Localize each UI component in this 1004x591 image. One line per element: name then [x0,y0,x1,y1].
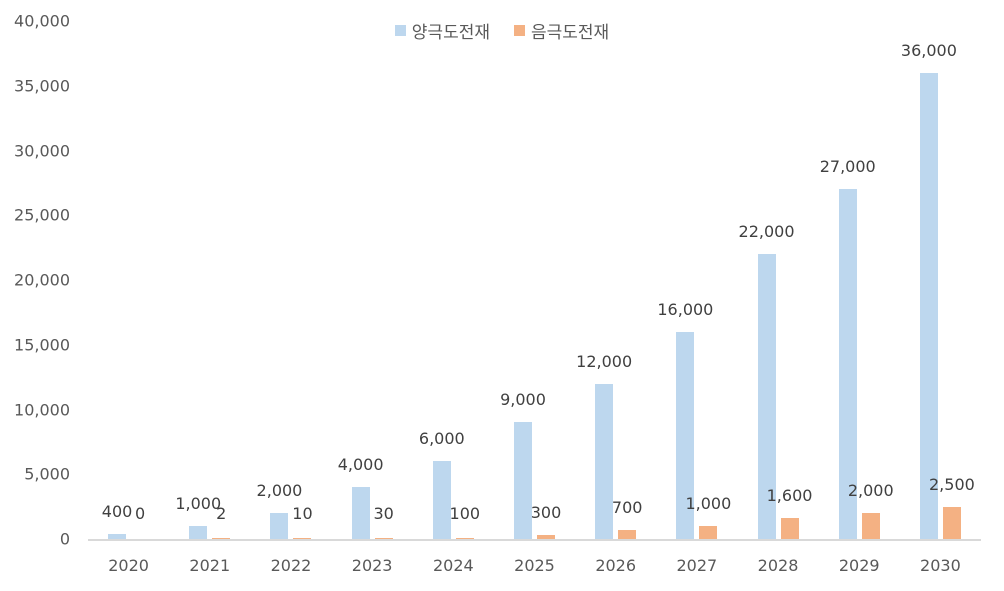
x-tick-label: 2028 [757,556,799,575]
bar-anode [374,538,393,539]
data-label-anode: 300 [530,503,562,523]
data-label-cathode: 9,000 [500,390,546,410]
data-label-anode: 2,000 [847,481,894,501]
legend-item-anode: 음극도전재 [514,18,609,43]
bar-cathode [595,383,614,539]
data-label-cathode: 400 [101,501,133,521]
data-label-anode: 700 [611,497,643,517]
bar-cathode [838,189,857,539]
data-label-cathode: 2,000 [256,481,303,501]
y-tick-label: 15,000 [14,335,70,355]
x-tick-label: 2023 [351,556,393,575]
data-label-anode: 1,600 [766,486,813,506]
x-tick-label: 2030 [920,556,961,575]
y-tick-label: 10,000 [14,400,70,419]
data-label-cathode: 12,000 [576,351,633,371]
y-tick-label: 5,000 [24,464,70,484]
x-tick-label: 2026 [595,556,637,575]
legend-label-anode: 음극도전재 [531,23,610,43]
data-label-anode: 10 [292,504,313,523]
data-label-cathode: 36,000 [900,40,957,60]
bar-cathode [514,422,532,539]
chart-legend: 양극도전재 음극도전재 [0,18,1004,43]
bar-anode [455,537,474,539]
legend-swatch-cathode [394,25,406,36]
data-label-cathode: 6,000 [418,429,465,449]
legend-swatch-anode [514,25,525,36]
x-tick-label: 2022 [270,556,312,575]
y-tick-label: 30,000 [14,141,70,160]
x-tick-label: 2029 [838,556,880,575]
data-label-anode: 2 [216,504,227,523]
bar-cathode [270,513,289,539]
x-tick-label: 2021 [189,556,231,575]
x-tick-label: 2024 [432,556,474,575]
data-label-cathode: 22,000 [738,222,795,242]
y-tick-label: 40,000 [14,11,70,31]
data-label-cathode: 4,000 [337,455,384,475]
bar-anode [293,538,312,539]
bar-anode [699,526,718,539]
bar-anode [780,518,799,539]
y-tick-label: 25,000 [14,205,70,225]
y-tick-label: 35,000 [14,76,70,96]
legend-item-cathode: 양극도전재 [394,18,490,43]
data-label-cathode: 1,000 [175,494,222,514]
bar-cathode [351,487,370,539]
bar-anode [537,535,555,539]
data-label-anode: 0 [134,504,146,523]
bar-anode [861,513,880,539]
x-axis-line [88,539,981,541]
bar-anode [618,529,637,539]
bar-cathode [757,254,776,539]
bar-cathode [432,461,451,539]
legend-label-cathode: 양극도전재 [411,23,490,43]
y-tick-label: 20,000 [14,270,70,290]
x-tick-label: 2020 [108,556,149,575]
bar-cathode [919,72,938,539]
x-tick-label: 2025 [514,556,555,575]
data-label-anode: 30 [373,504,394,523]
data-label-anode: 1,000 [685,494,732,514]
bar-anode [942,506,961,539]
x-tick-label: 2027 [676,556,718,575]
bar-cathode [676,331,695,539]
data-label-anode: 2,500 [929,474,975,494]
bar-anode [212,538,231,539]
y-tick-label: 0 [59,529,70,549]
bar-cathode [189,526,208,539]
data-label-cathode: 16,000 [657,299,714,319]
bar-cathode [108,533,127,539]
data-label-anode: 100 [449,504,481,523]
data-label-cathode: 27,000 [819,157,876,177]
